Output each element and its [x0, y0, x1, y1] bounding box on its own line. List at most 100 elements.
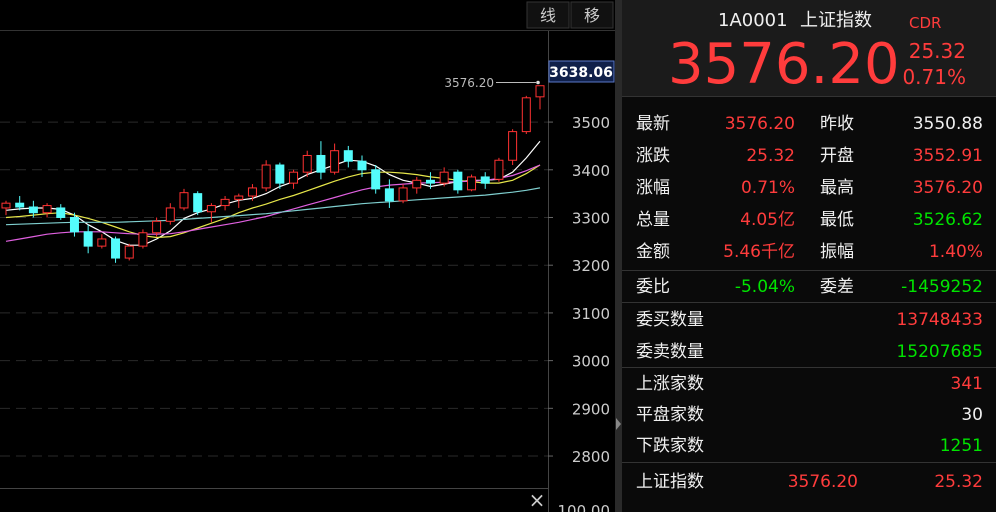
- stat-value: 3576.20: [912, 178, 983, 198]
- candle-body: [384, 188, 394, 202]
- stat-value: -1459252: [901, 277, 983, 297]
- chart-bg: [0, 0, 622, 512]
- stat-value: 25.32: [746, 146, 795, 166]
- y-tick-label: 3100: [572, 305, 610, 323]
- candle-body: [521, 97, 531, 133]
- candle-body: [371, 169, 381, 190]
- y-tick-label: 2800: [572, 448, 610, 466]
- candle-body: [275, 164, 285, 184]
- candle-body: [357, 160, 367, 171]
- candle-body: [179, 192, 189, 209]
- kline-chart: 线 移 × 100.00 3638.06 3576.20 3500 3400 330…: [0, 0, 622, 512]
- change-pct: 0.71%: [902, 65, 966, 89]
- y-tick-label: 3300: [572, 209, 610, 227]
- order-value: 15207685: [896, 342, 983, 362]
- candle-body: [234, 195, 244, 200]
- candle-body: [97, 238, 107, 247]
- tag: CDR: [909, 14, 942, 32]
- separator: [622, 302, 996, 303]
- stat-label: 金额: [636, 242, 670, 262]
- candle-body: [42, 205, 52, 214]
- order-label: 委买数量: [636, 310, 704, 330]
- stat-value: 0.71%: [740, 178, 795, 198]
- last-price-label: 3576.20: [444, 76, 494, 90]
- stat-value: 5.46千亿: [723, 242, 795, 262]
- stat-value: 3552.91: [912, 146, 983, 166]
- index-row-price: 3576.20: [787, 472, 858, 492]
- y-tick-label: 3400: [572, 162, 610, 180]
- candle-body: [467, 176, 477, 191]
- axis-box: [548, 60, 615, 83]
- candle-body: [508, 131, 518, 161]
- candle-body: [193, 193, 203, 213]
- price: 3576.20: [668, 32, 900, 97]
- button-label[interactable]: 线: [540, 6, 556, 25]
- stat-value: 3576.20: [724, 114, 795, 134]
- candle-body: [302, 154, 312, 173]
- candle-body: [494, 159, 504, 180]
- candle-body: [220, 198, 230, 207]
- candle-body: [124, 245, 134, 259]
- y-tick-label: 3500: [572, 114, 610, 132]
- candle-body: [56, 207, 66, 218]
- candle-body: [330, 150, 340, 173]
- stat-label: 昨收: [820, 114, 854, 134]
- stat-label: 委差: [820, 277, 854, 297]
- button-label[interactable]: 移: [584, 6, 600, 25]
- separator: [622, 270, 996, 271]
- breadth-value: 30: [961, 405, 983, 425]
- candle-body: [453, 171, 463, 191]
- candle-body: [480, 176, 490, 184]
- candle-body: [425, 179, 435, 184]
- candle-body: [165, 207, 175, 222]
- candle-body: [247, 187, 257, 197]
- last-price-dot: [536, 80, 540, 85]
- separator: [622, 367, 996, 368]
- candle-body: [83, 231, 93, 247]
- candle-body: [15, 202, 25, 208]
- stat-value: 4.05亿: [740, 210, 795, 230]
- breadth-value: 341: [950, 374, 983, 394]
- quote-header: [622, 0, 996, 97]
- y-tick-label: 2900: [572, 400, 610, 418]
- separator: [622, 462, 996, 463]
- stat-label: 振幅: [820, 242, 854, 262]
- change: 25.32: [908, 39, 966, 63]
- candle-body: [289, 171, 299, 184]
- candle-body: [316, 154, 326, 173]
- breadth-label: 平盘家数: [636, 405, 704, 425]
- moving-average: [5, 187, 541, 226]
- stat-label: 最高: [820, 178, 854, 198]
- stat-label: 涨跌: [636, 146, 670, 166]
- candle-body: [412, 179, 422, 189]
- candle-body: [206, 205, 216, 213]
- candle-body: [343, 150, 353, 162]
- candle-body: [398, 187, 408, 202]
- stat-label: 总量: [636, 210, 670, 230]
- axis-box-label: 3638.06: [549, 65, 613, 81]
- stat-value: 3550.88: [912, 114, 983, 134]
- quote-panel: 1A0001 上证指数 CDR 3576.20 25.32 0.71% 最新 35…: [622, 0, 996, 512]
- stat-label: 开盘: [820, 146, 854, 166]
- index-row-change: 25.32: [934, 472, 983, 492]
- stat-label: 最新: [636, 114, 670, 134]
- index-row-name: 上证指数: [636, 472, 704, 492]
- candle-body: [111, 238, 121, 259]
- stat-value: 1.40%: [928, 242, 983, 262]
- splitter-arrow[interactable]: [616, 418, 621, 430]
- splitter[interactable]: [615, 0, 622, 512]
- breadth-value: 1251: [939, 436, 983, 456]
- candle-body: [261, 164, 271, 189]
- button[interactable]: [570, 1, 614, 29]
- order-label: 委卖数量: [636, 342, 704, 362]
- button[interactable]: [526, 1, 570, 29]
- candle-body: [69, 216, 79, 233]
- candle-body: [535, 85, 545, 98]
- code: 1A0001: [718, 10, 788, 31]
- candle-body: [1, 202, 11, 209]
- close-icon[interactable]: ×: [529, 488, 546, 512]
- stat-label: 涨幅: [636, 178, 670, 198]
- y-tick-label: 3000: [572, 353, 610, 371]
- candle-body: [138, 232, 148, 247]
